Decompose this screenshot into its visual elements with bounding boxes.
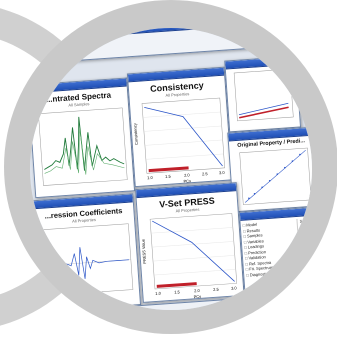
consistency-marker-bar xyxy=(148,166,189,173)
consistency-window[interactable]: Consistency All Properties Consistency 1… xyxy=(126,66,233,188)
spectra-window[interactable]: ...ntrated Spectra All Samples xyxy=(30,77,136,199)
press-plot: PRESS Value 1.0 1.5 2.0 2.5 3.0 PCs xyxy=(140,213,238,300)
press-xtick-4: 3.0 xyxy=(231,285,238,290)
regression-plot xyxy=(42,223,134,296)
press-window[interactable]: V-Set PRESS All Properties PRESS Value 1… xyxy=(134,182,245,303)
press-ylabel: PRESS Value xyxy=(140,238,147,264)
desktop-collage: ...ntrated Spectra All Samples Consisten… xyxy=(30,28,312,310)
right-top-plot xyxy=(233,68,294,122)
regression-line xyxy=(47,247,129,279)
consistency-xtick-1: 1.5 xyxy=(165,174,172,179)
consistency-ylabel: Consistency xyxy=(132,123,139,145)
original-property-window[interactable]: Original Property / Predi... xyxy=(227,126,312,213)
consistency-xlabel: PCs xyxy=(183,178,191,184)
right-top-window[interactable] xyxy=(224,55,302,133)
press-xtick-1: 1.5 xyxy=(174,289,181,294)
press-xtick-0: 1.0 xyxy=(155,291,162,296)
consistency-xtick-3: 2.5 xyxy=(202,171,209,176)
original-property-plot xyxy=(239,147,312,205)
tree-window[interactable]: □ Model □ Results □ Samples □ Variables □ Lo… xyxy=(238,205,312,296)
press-xlabel: PCs xyxy=(193,294,201,300)
regression-window[interactable]: ...ression Coefficients All Properties xyxy=(31,193,142,310)
spectra-plot xyxy=(38,107,128,186)
tree-list: □ Model □ Results □ Samples □ Variables □ Lo… xyxy=(240,215,312,280)
spectra-line xyxy=(44,116,125,171)
screenshot-disc: ...ntrated Spectra All Samples Consisten… xyxy=(30,28,312,310)
press-xtick-3: 2.5 xyxy=(213,287,220,292)
press-xtick-2: 2.0 xyxy=(194,288,201,293)
consistency-xtick-2: 2.0 xyxy=(184,172,191,177)
press-line xyxy=(152,220,235,282)
consistency-line xyxy=(144,106,223,167)
top-strip-window xyxy=(30,28,264,65)
consistency-plot: Consistency 1.0 1.5 2.0 2.5 3.0 PCs xyxy=(132,97,226,184)
spectra-line-2 xyxy=(44,128,125,175)
consistency-xtick-4: 3.0 xyxy=(219,170,226,175)
consistency-xtick-0: 1.0 xyxy=(147,175,154,180)
press-marker-bar xyxy=(156,282,197,288)
